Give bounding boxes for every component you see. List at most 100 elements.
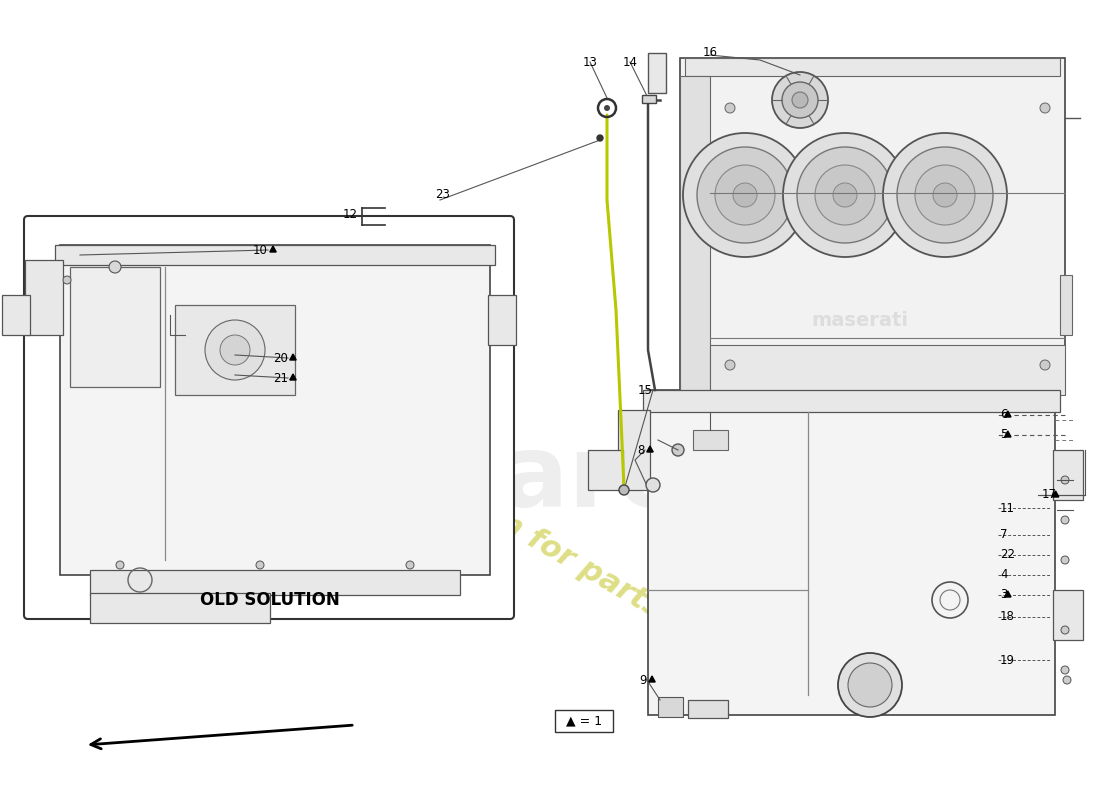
Polygon shape [647, 446, 653, 452]
Circle shape [733, 183, 757, 207]
Text: 4: 4 [1000, 569, 1008, 582]
Circle shape [848, 663, 892, 707]
Polygon shape [289, 374, 296, 380]
Text: 9: 9 [639, 674, 647, 686]
Circle shape [883, 133, 1006, 257]
Circle shape [833, 183, 857, 207]
Bar [90, 570, 460, 595]
Text: 19: 19 [1000, 654, 1015, 666]
Text: 11: 11 [1000, 502, 1015, 514]
Text: ▲ = 1: ▲ = 1 [565, 714, 602, 727]
Circle shape [672, 444, 684, 456]
Text: 10: 10 [253, 243, 268, 257]
Circle shape [116, 561, 124, 569]
Text: OLD SOLUTION: OLD SOLUTION [200, 591, 340, 609]
Bar [685, 58, 1060, 76]
Circle shape [1062, 626, 1069, 634]
Text: 16: 16 [703, 46, 717, 58]
Circle shape [715, 165, 775, 225]
Circle shape [597, 135, 603, 141]
Circle shape [782, 82, 818, 118]
Text: 15: 15 [638, 383, 653, 397]
Text: 13: 13 [583, 55, 597, 69]
Circle shape [1062, 516, 1069, 524]
Polygon shape [1004, 591, 1011, 597]
Circle shape [838, 653, 902, 717]
Circle shape [725, 360, 735, 370]
Circle shape [915, 165, 975, 225]
Circle shape [604, 105, 611, 111]
Bar [648, 53, 666, 93]
Text: 22: 22 [1000, 549, 1015, 562]
Text: 6: 6 [1000, 409, 1008, 422]
Bar [1053, 590, 1084, 640]
Bar [588, 450, 623, 490]
Circle shape [772, 72, 828, 128]
Circle shape [1063, 676, 1071, 684]
Bar [680, 76, 710, 395]
Bar [2, 295, 30, 335]
Bar [55, 245, 495, 265]
Circle shape [256, 561, 264, 569]
Bar [70, 267, 160, 387]
Bar [175, 305, 295, 395]
Circle shape [783, 133, 907, 257]
Circle shape [725, 103, 735, 113]
Text: maserati: maserati [812, 310, 909, 330]
FancyBboxPatch shape [24, 216, 514, 619]
Bar [25, 260, 63, 335]
Circle shape [896, 147, 993, 243]
Bar [658, 697, 683, 717]
Bar [556, 710, 613, 732]
Text: 12: 12 [343, 209, 358, 222]
Text: 18: 18 [1000, 610, 1015, 623]
Circle shape [1062, 476, 1069, 484]
Bar [688, 700, 728, 718]
Circle shape [1062, 556, 1069, 564]
Circle shape [815, 165, 875, 225]
Text: 3: 3 [1000, 589, 1008, 602]
Text: 17: 17 [1042, 489, 1057, 502]
Circle shape [1062, 666, 1069, 674]
Text: eurospares: eurospares [114, 431, 746, 529]
Circle shape [1040, 103, 1050, 113]
Polygon shape [1004, 431, 1011, 437]
Polygon shape [1053, 491, 1059, 497]
Circle shape [1040, 360, 1050, 370]
Bar [642, 95, 656, 103]
Bar [90, 593, 270, 623]
Bar [644, 390, 1060, 412]
Text: 14: 14 [623, 55, 638, 69]
Text: 5: 5 [1000, 429, 1008, 442]
Circle shape [646, 478, 660, 492]
Circle shape [109, 261, 121, 273]
Circle shape [220, 335, 250, 365]
Bar [648, 390, 1055, 715]
Circle shape [792, 92, 808, 108]
Circle shape [406, 561, 414, 569]
Circle shape [933, 183, 957, 207]
Polygon shape [270, 246, 276, 252]
Text: 23: 23 [434, 189, 450, 202]
Bar [488, 295, 516, 345]
Circle shape [205, 320, 265, 380]
Text: 8: 8 [638, 443, 645, 457]
Polygon shape [649, 676, 656, 682]
Text: a passion for parts: a passion for parts [373, 437, 668, 623]
Circle shape [798, 147, 893, 243]
Bar [680, 58, 1065, 395]
Text: 21: 21 [273, 371, 288, 385]
Circle shape [619, 485, 629, 495]
Text: 7: 7 [1000, 529, 1008, 542]
Circle shape [683, 133, 807, 257]
Bar [693, 430, 728, 450]
Text: 20: 20 [273, 351, 288, 365]
Bar [710, 345, 1065, 395]
Bar [1053, 450, 1084, 500]
Polygon shape [1004, 411, 1011, 417]
Circle shape [63, 276, 72, 284]
Bar [618, 410, 650, 490]
Polygon shape [289, 354, 296, 360]
Circle shape [697, 147, 793, 243]
Bar [60, 245, 490, 575]
